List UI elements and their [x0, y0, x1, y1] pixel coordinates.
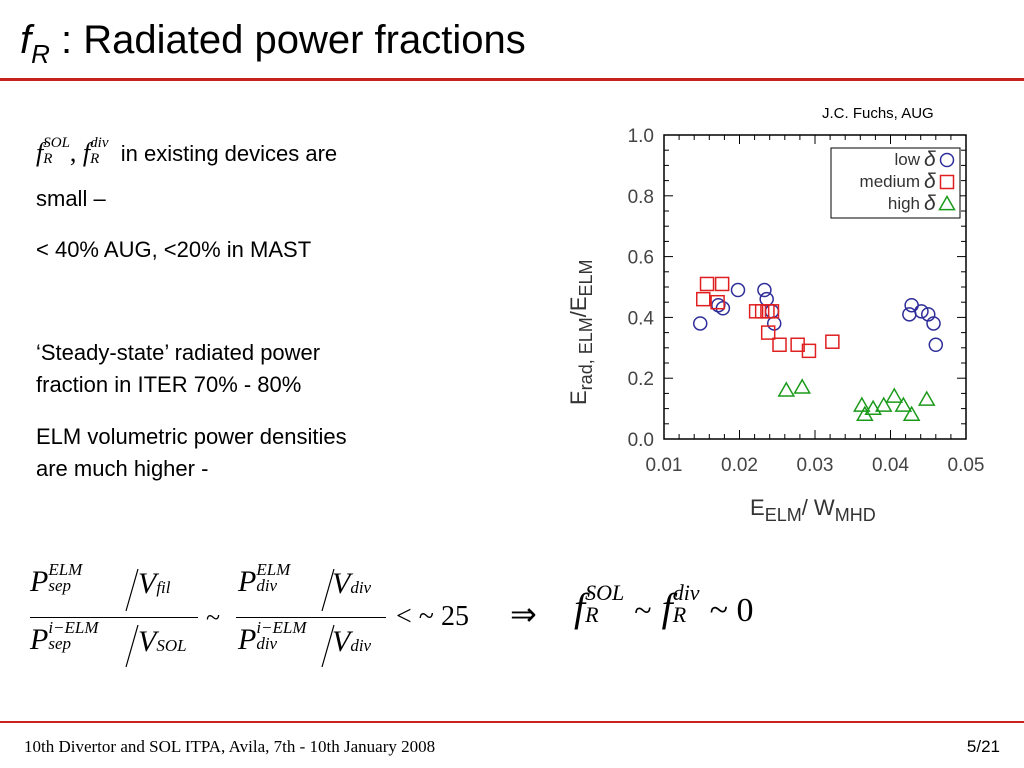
data-point-high: [874, 396, 893, 412]
data-point-medium: [825, 334, 840, 349]
x-tick-label: 0.03: [797, 455, 834, 476]
data-point-medium: [710, 294, 725, 310]
data-point-low: [914, 304, 929, 319]
data-point-medium: [699, 276, 715, 292]
legend-label-medium: medium: [860, 172, 920, 191]
data-point-high: [853, 396, 871, 412]
data-point-medium: [714, 276, 730, 292]
data-point-medium: [772, 337, 787, 353]
data-marks: [692, 276, 944, 422]
title-divider: [0, 78, 1024, 81]
text-line-1b: small –: [36, 186, 106, 211]
data-point-low: [764, 304, 780, 319]
y-tick-label: 0.0: [628, 430, 654, 451]
data-point-low: [928, 337, 944, 353]
text-line-2: < 40% AUG, <20% in MAST: [36, 237, 312, 262]
implies-arrow: ⇒: [510, 596, 537, 632]
legend-delta-icon: δ: [924, 170, 936, 193]
data-point-low: [926, 316, 941, 331]
numerator-sep: P ELM sep: [30, 560, 83, 598]
numerator-div: P ELM div: [238, 560, 291, 598]
data-point-low: [759, 291, 774, 307]
data-point-high: [894, 396, 913, 412]
page-number: 5/21: [966, 737, 1000, 756]
data-point-low: [757, 282, 772, 298]
y-tick-label: 0.8: [628, 187, 654, 208]
fraction-bar-2: [236, 617, 386, 618]
data-point-low: [692, 316, 708, 331]
data-point-medium: [764, 304, 780, 319]
legend-delta-icon: δ: [924, 192, 936, 215]
y-tick-label: 1.0: [628, 126, 654, 147]
data-point-medium: [696, 291, 711, 307]
result-formula: f SOL R ~ f div R ~ 0: [574, 579, 754, 630]
data-point-high: [885, 387, 904, 403]
text-para2-b: fraction in ITER 70% - 80%: [36, 372, 302, 397]
formula-f-sol: f SOL R, f div R: [36, 135, 109, 168]
x-axis-label: EELM/ WMHD: [750, 495, 876, 525]
data-point-high: [793, 378, 811, 394]
y-tick-label: 0.2: [628, 369, 654, 390]
data-point-high: [777, 381, 796, 397]
text-para2-a: ‘Steady-state’ radiated power: [36, 340, 321, 365]
fraction-bar-1: [30, 617, 198, 618]
legend-marker-high: [938, 194, 956, 211]
legend-marker-medium: [939, 174, 955, 190]
y-tick-label: 0.4: [628, 308, 655, 329]
data-point-high: [917, 390, 936, 406]
slide-title: fR : Radiated power fractions: [20, 18, 526, 69]
legend-label-low: low: [894, 150, 920, 169]
text-para3-b: are much higher -: [36, 456, 209, 481]
text-block-1: f SOL R, f div R in existing devices are: [36, 135, 496, 171]
legend-marker-low: [939, 152, 955, 168]
x-tick-label: 0.02: [721, 455, 758, 476]
data-point-low: [902, 307, 917, 322]
slash: [125, 568, 139, 612]
axis-tick-labels: 0.01 0.02 0.03 0.04 0.05 0.0 0.2 0.4 0.6 0.8 1.0: [628, 126, 985, 476]
data-point-low: [711, 297, 726, 313]
data-point-low: [904, 297, 919, 313]
y-tick-label: 0.6: [628, 248, 654, 269]
scatter-chart: 0.01 0.02 0.03 0.04 0.05 0.0 0.2 0.4 0.6 0.8 1.0 l…: [566, 126, 985, 525]
axis-ticks: [663, 134, 967, 440]
x-tick-label: 0.01: [646, 455, 683, 476]
footer-divider: [0, 721, 1024, 723]
data-point-high: [902, 405, 921, 422]
text-para3-a: ELM volumetric power densities: [36, 424, 347, 449]
text-line-1: in existing devices are: [120, 141, 338, 166]
less-than-25: < ~ 25: [396, 601, 469, 632]
y-axis-label: Erad, ELM/EELM: [566, 259, 596, 405]
data-point-high: [864, 399, 882, 415]
legend-box: [830, 147, 961, 219]
x-tick-label: 0.04: [872, 455, 909, 476]
x-tick-label: 0.05: [948, 455, 985, 476]
footer-conference: 10th Divertor and SOL ITPA, Avila, 7th -…: [24, 737, 436, 756]
data-point-low: [730, 282, 746, 298]
legend-label-high: high: [888, 194, 920, 213]
data-point-medium: [760, 325, 776, 340]
figure-credit: J.C. Fuchs, AUG: [822, 105, 934, 122]
data-point-medium: [801, 343, 817, 359]
legend-delta-icon: δ: [924, 148, 936, 171]
